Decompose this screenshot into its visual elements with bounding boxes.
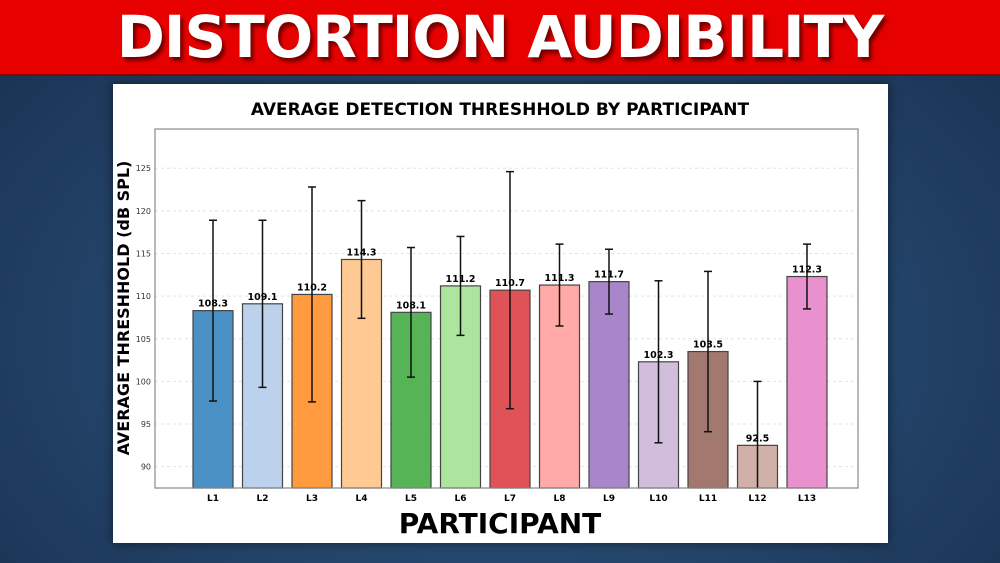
y-tick-label: 100 <box>136 377 151 386</box>
x-tick-label: L8 <box>554 494 566 504</box>
data-label: 108.1 <box>396 300 426 311</box>
x-tick-label: L5 <box>405 494 417 504</box>
data-label: 111.3 <box>544 273 574 284</box>
data-label: 110.7 <box>495 278 525 289</box>
data-label: 110.2 <box>297 282 327 293</box>
x-tick-label: L3 <box>306 494 318 504</box>
y-tick-label: 125 <box>136 164 151 173</box>
x-tick-label: L4 <box>356 494 368 504</box>
x-tick-label: L7 <box>504 494 516 504</box>
y-tick-label: 110 <box>136 292 151 301</box>
bar-L9 <box>588 281 630 489</box>
y-tick-label: 115 <box>136 249 151 258</box>
title-banner: DISTORTION AUDIBILITY <box>0 0 1000 76</box>
y-axis-label: AVERAGE THRESHHOLD (dB SPL) <box>114 161 133 456</box>
data-label: 111.2 <box>445 274 475 285</box>
y-tick-label: 105 <box>136 335 151 344</box>
bar-L13 <box>786 275 828 489</box>
x-tick-label: L13 <box>798 494 816 504</box>
x-tick-label: L6 <box>455 494 467 504</box>
plot-frame <box>154 128 859 489</box>
data-label: 112.3 <box>792 265 822 276</box>
data-label: 102.3 <box>643 350 673 361</box>
data-label: 114.3 <box>346 247 376 258</box>
x-tick-label: L11 <box>699 494 717 504</box>
chart-title: AVERAGE DETECTION THRESHHOLD BY PARTICIP… <box>251 100 750 120</box>
y-tick-label: 120 <box>136 207 151 216</box>
y-tick-label: 90 <box>141 463 151 472</box>
data-label: 92.5 <box>746 433 769 444</box>
data-label: 103.5 <box>693 340 723 351</box>
data-label: 111.7 <box>594 270 624 281</box>
x-tick-label: L9 <box>603 494 615 504</box>
banner-title: DISTORTION AUDIBILITY <box>116 3 884 71</box>
data-label: 108.3 <box>198 299 228 310</box>
x-tick-label: L1 <box>207 494 219 504</box>
x-tick-label: L12 <box>748 494 766 504</box>
x-tick-label: L10 <box>649 494 667 504</box>
x-axis-label: PARTICIPANT <box>399 507 602 540</box>
y-tick-label: 95 <box>141 420 151 429</box>
x-tick-label: L2 <box>257 494 269 504</box>
data-label: 109.1 <box>247 292 277 303</box>
